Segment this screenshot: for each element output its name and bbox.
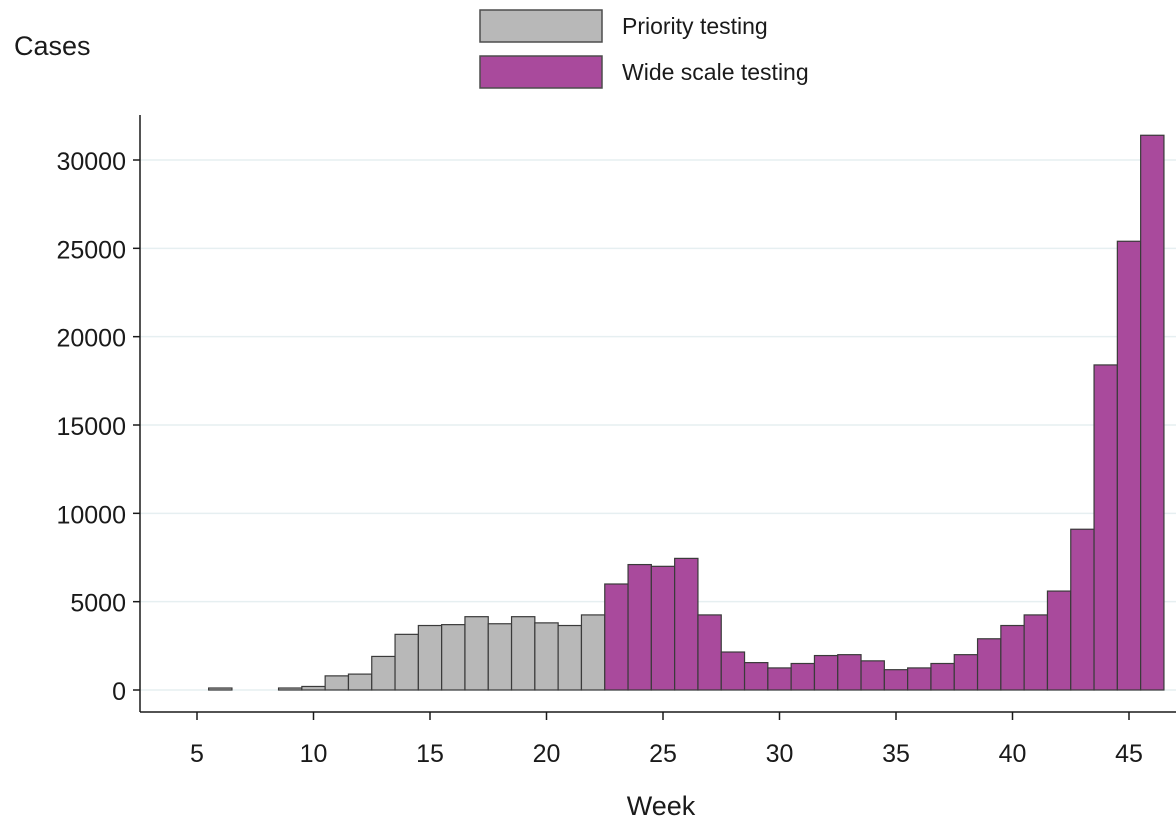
bar-wide-scale-testing-week-39 [976, 638, 1002, 691]
y-tick-label: 10000 [56, 501, 126, 529]
bar-wide-scale-testing-week-41 [1023, 614, 1049, 691]
legend-label-wide-scale-testing: Wide scale testing [622, 59, 809, 85]
bar-wide-scale-testing-week-23 [604, 583, 629, 691]
x-tick-label: 35 [882, 740, 910, 768]
bar-wide-scale-testing-week-30 [767, 667, 792, 691]
bar-wide-scale-testing-week-36 [907, 667, 932, 691]
x-tick-label: 45 [1115, 740, 1143, 768]
bar-wide-scale-testing-week-29 [743, 662, 769, 691]
tick-labels: 0 5000 10000 15000 20000 25000 30000 5 10 15 20 25 3… [56, 148, 1142, 768]
bar-priority-testing-week-10 [301, 685, 326, 691]
bar-wide-scale-testing-week-25 [650, 565, 676, 691]
bar-priority-testing-week-9 [277, 687, 303, 691]
axes [133, 115, 1176, 720]
bar-wide-scale-testing-week-37 [930, 662, 955, 691]
bar-priority-testing-week-14 [394, 633, 419, 691]
bar-wide-scale-testing-week-38 [953, 654, 979, 691]
bar-priority-testing-week-22 [580, 614, 606, 691]
legend: Priority testing Wide scale testing [479, 9, 809, 89]
bar-wide-scale-testing-week-44 [1093, 364, 1118, 691]
bar-wide-scale-testing-week-24 [627, 563, 652, 691]
legend-label-priority-testing: Priority testing [622, 13, 768, 39]
y-tick-label: 15000 [56, 413, 126, 441]
x-tick-label: 40 [999, 740, 1027, 768]
bar-wide-scale-testing-week-46 [1140, 134, 1165, 691]
x-tick-label: 10 [300, 740, 328, 768]
x-axis-title: Week [627, 791, 696, 820]
y-tick-label: 20000 [56, 325, 126, 353]
x-tick-label: 5 [190, 740, 204, 768]
x-tick-label: 30 [766, 740, 794, 768]
y-tick-label: 25000 [56, 236, 126, 264]
bar-wide-scale-testing-week-35 [883, 669, 909, 691]
bar-wide-scale-testing-week-27 [697, 614, 722, 691]
bar-wide-scale-testing-week-45 [1116, 240, 1142, 691]
legend-swatch-wide-scale-testing [479, 55, 603, 89]
bar-priority-testing-week-21 [557, 624, 583, 691]
bar-wide-scale-testing-week-28 [720, 651, 746, 691]
gridlines [140, 159, 1176, 691]
y-tick-label: 30000 [56, 148, 126, 176]
bar-priority-testing-week-20 [534, 622, 559, 691]
bar-wide-scale-testing-week-42 [1046, 590, 1072, 691]
y-tick-label: 5000 [70, 590, 126, 618]
x-tick-label: 20 [533, 740, 561, 768]
legend-swatch-priority-testing [479, 9, 603, 43]
bar-wide-scale-testing-week-31 [790, 662, 816, 691]
y-axis-title: Cases [14, 31, 91, 61]
bars [208, 134, 1165, 691]
bar-priority-testing-week-11 [324, 675, 350, 691]
bar-priority-testing-week-12 [347, 673, 373, 691]
bar-priority-testing-week-17 [464, 616, 489, 691]
bar-priority-testing-week-19 [510, 616, 536, 691]
bar-priority-testing-week-15 [417, 624, 443, 691]
bar-wide-scale-testing-week-26 [674, 557, 699, 691]
bar-wide-scale-testing-week-32 [813, 654, 839, 691]
bar-priority-testing-week-6 [208, 687, 233, 691]
bar-wide-scale-testing-week-40 [1000, 624, 1025, 691]
y-tick-label: 0 [112, 678, 126, 706]
bar-priority-testing-week-13 [371, 655, 396, 691]
bar-wide-scale-testing-week-34 [860, 660, 885, 691]
bar-priority-testing-week-18 [487, 623, 513, 691]
x-tick-label: 25 [649, 740, 677, 768]
bar-priority-testing-week-16 [441, 624, 466, 691]
bar-wide-scale-testing-week-43 [1070, 528, 1095, 691]
bar-wide-scale-testing-week-33 [837, 654, 862, 691]
x-tick-label: 15 [416, 740, 444, 768]
